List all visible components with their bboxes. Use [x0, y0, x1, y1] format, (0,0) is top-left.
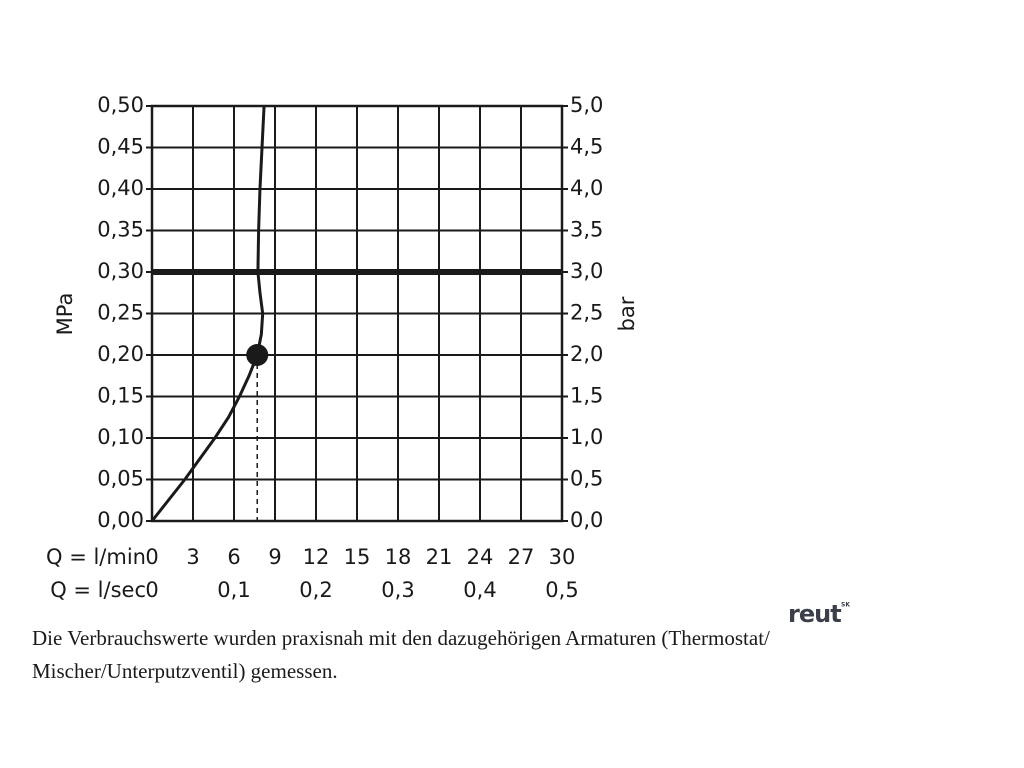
x2-tick-label: 0	[145, 578, 158, 602]
caption-line: Mischer/Unterputzventil) gemessen.	[32, 659, 338, 683]
y2-tick-label: 1,5	[570, 384, 603, 408]
y2-tick-label: 2,0	[570, 342, 603, 366]
operating-point	[246, 344, 269, 366]
y-tick-label: 0,40	[97, 176, 144, 200]
y2-tick-label: 4,0	[570, 176, 603, 200]
x2-tick-label: 0,2	[299, 578, 332, 602]
x-tick-label: 0	[145, 545, 158, 569]
x2-tick-label: 0,1	[217, 578, 250, 602]
y2-tick-label: 3,5	[570, 218, 603, 242]
y2-tick-label: 0,0	[570, 508, 603, 532]
y2-axis-label: bar	[615, 296, 639, 331]
y2-tick-label: 3,0	[570, 259, 603, 283]
y2-tick-label: 5,0	[570, 93, 603, 117]
y2-tick-label: 1,0	[570, 425, 603, 449]
x-tick-label: 27	[508, 545, 535, 569]
x-tick-label: 9	[268, 545, 281, 569]
x-tick-label: 21	[426, 545, 453, 569]
y-axis-label: MPa	[53, 293, 77, 336]
plot-frame	[150, 104, 564, 523]
y2-tick-label: 4,5	[570, 135, 603, 159]
x-tick-label: 6	[227, 545, 240, 569]
y-tick-label: 0,10	[97, 425, 144, 449]
x-axis-label: Q = l/min	[46, 545, 146, 569]
y-tick-label: 0,00	[97, 508, 144, 532]
caption-line: Die Verbrauchswerte wurden praxisnah mit…	[32, 626, 770, 650]
y-tick-label: 0,20	[97, 342, 144, 366]
x2-tick-label: 0,4	[463, 578, 496, 602]
x2-tick-label: 0,3	[381, 578, 414, 602]
x-tick-label: 15	[344, 545, 371, 569]
x2-tick-label: 0,5	[545, 578, 578, 602]
y2-tick-label: 2,5	[570, 301, 603, 325]
y-tick-label: 0,15	[97, 384, 144, 408]
x-tick-label: 3	[186, 545, 199, 569]
y-tick-label: 0,30	[97, 259, 144, 283]
logo: reut	[788, 600, 841, 628]
x-tick-label: 24	[467, 545, 494, 569]
y2-tick-label: 0,5	[570, 467, 603, 491]
y-tick-label: 0,35	[97, 218, 144, 242]
x-tick-label: 12	[303, 545, 330, 569]
x-tick-label: 30	[549, 545, 576, 569]
y-tick-label: 0,45	[97, 135, 144, 159]
y-tick-label: 0,50	[97, 93, 144, 117]
logo-sup: SK	[841, 602, 850, 609]
y-tick-label: 0,05	[97, 467, 144, 491]
y-tick-label: 0,25	[97, 301, 144, 325]
x-tick-label: 18	[385, 545, 412, 569]
x2-axis-label: Q = l/sec	[50, 578, 146, 602]
